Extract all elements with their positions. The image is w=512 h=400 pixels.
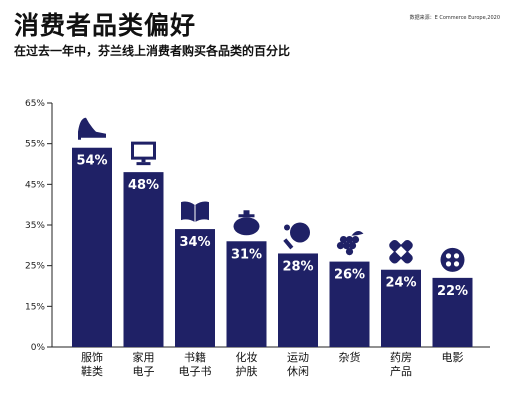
category-label: 护肤 — [236, 364, 258, 378]
bar-value-label: 22% — [437, 284, 468, 299]
bar — [329, 261, 370, 347]
y-tick-label: 55% — [25, 140, 45, 150]
y-tick-label: 25% — [25, 262, 45, 272]
ping-pong-paddle-icon — [283, 222, 310, 250]
y-tick-label: 0% — [31, 343, 46, 353]
bar — [123, 172, 164, 347]
category-label: 电子书 — [179, 365, 212, 378]
bar-value-label: 34% — [179, 235, 210, 250]
film-camera-icon — [440, 247, 465, 272]
bar — [278, 253, 318, 347]
category-label: 鞋类 — [81, 364, 103, 378]
open-book-icon — [181, 201, 209, 223]
bar-value-label: 26% — [334, 268, 365, 283]
category-label: 化妆 — [236, 350, 258, 364]
category-label: 药房 — [390, 351, 412, 364]
category-label: 家用 — [133, 350, 155, 364]
category-label: 服饰 — [81, 350, 103, 364]
grapes-icon — [336, 231, 364, 256]
y-tick-label: 45% — [25, 180, 45, 190]
category-label: 书籍 — [184, 350, 206, 364]
bar-value-label: 48% — [128, 178, 159, 193]
bandage-icon — [389, 239, 413, 264]
bar-value-label: 54% — [76, 154, 107, 169]
high-heel-shoe-icon — [78, 117, 106, 140]
bar — [226, 241, 267, 347]
category-label: 运动 — [287, 351, 309, 364]
data-source-note: 数据来源：E Commerce Europe,2020 — [409, 15, 500, 21]
y-tick-label: 35% — [25, 221, 45, 231]
category-label: 杂货 — [339, 350, 361, 364]
category-label: 休闲 — [287, 364, 309, 378]
category-label: 电影 — [442, 351, 464, 364]
bar-value-label: 24% — [385, 276, 416, 291]
bar — [72, 147, 112, 347]
bar-value-label: 31% — [231, 247, 262, 262]
bar — [175, 229, 215, 347]
bar — [432, 277, 473, 347]
perfume-bottle-icon — [233, 210, 260, 236]
y-tick-label: 65% — [25, 99, 45, 109]
chart-subtitle: 在过去一年中，芬兰线上消费者购买各品类的百分比 — [14, 44, 291, 58]
computer-monitor-icon — [131, 141, 156, 166]
category-label: 产品 — [390, 364, 412, 378]
bar — [381, 269, 421, 347]
bar-value-label: 28% — [282, 259, 313, 274]
chart-title: 消费者品类偏好 — [14, 11, 197, 40]
y-tick-label: 15% — [25, 302, 45, 312]
category-label: 电子 — [133, 365, 155, 378]
